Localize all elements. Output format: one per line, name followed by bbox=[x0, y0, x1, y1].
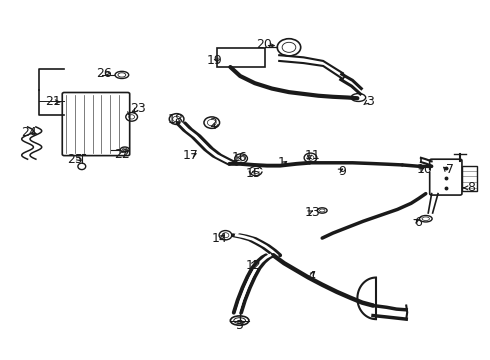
Text: 24: 24 bbox=[21, 126, 37, 139]
Text: 5: 5 bbox=[236, 319, 244, 332]
Text: 11: 11 bbox=[305, 149, 320, 162]
Text: 8: 8 bbox=[467, 181, 475, 194]
Text: 6: 6 bbox=[415, 216, 422, 229]
Text: 23: 23 bbox=[131, 103, 147, 116]
Text: 4: 4 bbox=[307, 270, 315, 283]
Text: 25: 25 bbox=[67, 153, 83, 166]
Text: 18: 18 bbox=[168, 113, 184, 126]
Text: 1: 1 bbox=[278, 156, 286, 169]
Bar bbox=[217, 48, 265, 67]
Text: 3: 3 bbox=[366, 95, 373, 108]
Text: 17: 17 bbox=[182, 149, 198, 162]
Text: 22: 22 bbox=[114, 148, 130, 161]
Text: 20: 20 bbox=[256, 38, 271, 51]
Bar bbox=[462, 166, 477, 191]
Text: 15: 15 bbox=[246, 167, 262, 180]
Text: 21: 21 bbox=[46, 95, 61, 108]
Text: 19: 19 bbox=[207, 54, 222, 67]
Text: 10: 10 bbox=[417, 163, 433, 176]
Text: 12: 12 bbox=[246, 259, 262, 272]
Text: 2: 2 bbox=[209, 117, 217, 130]
Text: 16: 16 bbox=[231, 151, 247, 164]
Text: 9: 9 bbox=[338, 165, 345, 177]
Text: 7: 7 bbox=[446, 163, 454, 176]
Text: 13: 13 bbox=[305, 207, 320, 220]
Text: 14: 14 bbox=[212, 231, 227, 244]
Text: 26: 26 bbox=[97, 67, 112, 80]
